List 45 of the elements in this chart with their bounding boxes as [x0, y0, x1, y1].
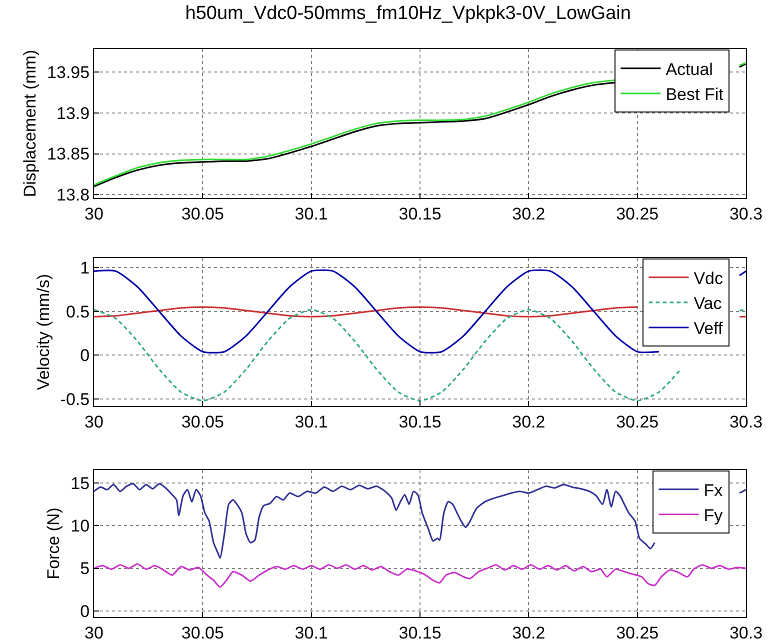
- x-tick-label: 30.15: [398, 412, 442, 432]
- y-tick-label: 1: [80, 258, 90, 278]
- line-series: [94, 563, 746, 588]
- y-axis-title: Velocity (mm/s): [34, 274, 53, 390]
- x-tick-label: 30.05: [181, 412, 224, 432]
- x-tick-label: 30: [84, 204, 104, 224]
- x-tick-label: 30.1: [294, 623, 328, 642]
- x-tick-label: 30.3: [729, 204, 763, 224]
- x-tick-label: 30.25: [616, 204, 659, 224]
- y-axis-title: Force (N): [44, 508, 64, 580]
- y-tick-label: 13.9: [56, 104, 90, 123]
- x-tick-label: 30: [84, 623, 104, 642]
- legend-label: Actual: [666, 60, 713, 79]
- x-tick-label: 30.15: [398, 623, 442, 642]
- chart-title: h50um_Vdc0-50mms_fm10Hz_Vpkpk3-0V_LowGain: [185, 2, 631, 24]
- y-tick-label: 5: [80, 559, 90, 578]
- y-tick-label: 13.85: [47, 144, 90, 164]
- y-tick-label: 10: [70, 516, 90, 536]
- x-tick-label: 30.25: [616, 623, 659, 642]
- y-tick-label: 0: [80, 346, 90, 366]
- x-tick-label: 30.05: [181, 204, 224, 224]
- legend-label: Best Fit: [666, 85, 724, 104]
- y-tick-label: 0.5: [66, 302, 90, 322]
- y-tick-label: 0: [80, 602, 90, 621]
- x-tick-label: 30.1: [294, 204, 328, 224]
- legend-label: Vdc: [694, 268, 724, 288]
- y-tick-label: -0.5: [60, 390, 90, 409]
- x-tick-label: 30.3: [729, 412, 763, 432]
- x-tick-label: 30.2: [512, 623, 546, 642]
- x-tick-label: 30.2: [512, 204, 546, 224]
- x-tick-label: 30.15: [398, 204, 442, 224]
- legend-label: Vac: [694, 294, 722, 314]
- legend-label: Fx: [704, 480, 724, 500]
- y-tick-label: 13.95: [47, 62, 90, 82]
- legend-label: Fy: [704, 506, 724, 526]
- x-tick-label: 30.05: [181, 623, 224, 642]
- y-tick-label: 15: [70, 474, 90, 493]
- y-axis-title: Displacement (mm): [20, 50, 40, 198]
- legend-label: Veff: [694, 319, 723, 338]
- x-tick-label: 30: [84, 412, 104, 432]
- x-tick-label: 30.25: [616, 412, 659, 432]
- y-tick-label: 13.8: [56, 186, 90, 205]
- x-tick-label: 30.2: [512, 412, 546, 432]
- x-tick-label: 30.3: [729, 623, 763, 642]
- x-tick-label: 30.1: [294, 412, 328, 432]
